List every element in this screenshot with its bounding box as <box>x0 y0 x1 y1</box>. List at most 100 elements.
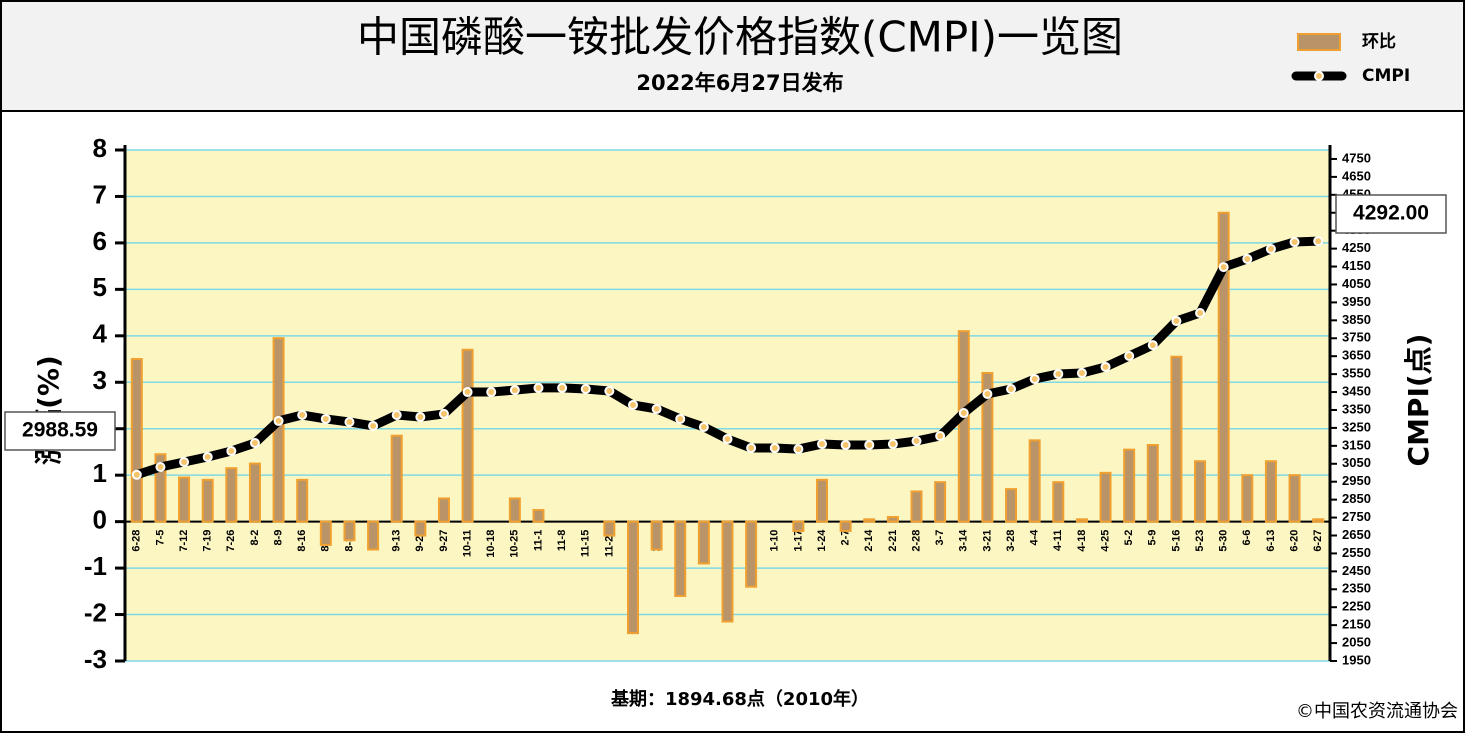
x-tick-label: 11-15 <box>580 530 592 558</box>
bar <box>296 478 309 523</box>
bar <box>1146 443 1159 523</box>
y2-axis-label: CMPI(点) <box>1402 334 1435 467</box>
cmpi-point <box>840 439 851 450</box>
x-tick-label: 3-28 <box>1005 530 1017 552</box>
cmpi-point <box>935 430 946 441</box>
y2-tick-label: 4150 <box>1342 258 1371 273</box>
y-tick-label: 5 <box>93 272 107 302</box>
cmpi-point <box>580 384 591 395</box>
cmpi-point <box>1053 368 1064 379</box>
y-tick-label: -3 <box>84 644 107 674</box>
x-tick-label: 7-19 <box>202 530 214 552</box>
cmpi-point <box>864 439 875 450</box>
x-tick-label: 9-13 <box>391 530 403 552</box>
legend-swatch <box>1297 33 1341 51</box>
y2-tick-label: 3950 <box>1342 294 1371 309</box>
cmpi-point <box>1006 384 1017 395</box>
y2-tick-label: 3450 <box>1342 383 1371 398</box>
bar <box>650 520 663 551</box>
y2-tick-label: 3050 <box>1342 455 1371 470</box>
cmpi-point <box>1195 307 1206 318</box>
y2-tick-label: 2550 <box>1342 545 1371 560</box>
cmpi-point <box>769 442 780 453</box>
y2-tick-label: 3850 <box>1342 312 1371 327</box>
bar <box>674 520 687 597</box>
bar <box>1028 439 1041 523</box>
bar <box>626 520 639 635</box>
bar <box>697 520 710 565</box>
x-tick-label: 6-28 <box>131 530 143 552</box>
cmpi-point <box>722 434 733 445</box>
x-tick-label: 5-9 <box>1147 530 1159 546</box>
cmpi-point <box>368 420 379 431</box>
x-tick-label: 2-7 <box>840 530 852 546</box>
y2-tick-label: 3150 <box>1342 437 1371 452</box>
bar <box>461 348 474 523</box>
cmpi-point <box>249 437 260 448</box>
bar <box>603 520 616 537</box>
bar <box>154 453 167 523</box>
cmpi-point <box>462 387 473 398</box>
cmpi-point <box>320 413 331 424</box>
cmpi-point <box>179 456 190 467</box>
source: ©中国农资流通协会 <box>1296 701 1458 722</box>
y-tick-label: 1 <box>93 458 107 488</box>
bar <box>1241 474 1254 523</box>
cmpi-point <box>155 461 166 472</box>
cmpi-point <box>438 408 449 419</box>
cmpi-point <box>627 399 638 410</box>
x-tick-label: 7-5 <box>154 530 166 546</box>
bar <box>886 515 899 523</box>
bar <box>414 520 427 537</box>
y2-tick-label: 4650 <box>1342 168 1371 183</box>
legend-label: CMPI <box>1362 66 1410 86</box>
x-tick-label: 2-21 <box>887 530 899 552</box>
cmpi-point <box>1147 340 1158 351</box>
bar <box>957 330 970 523</box>
y2-tick-label: 2650 <box>1342 527 1371 542</box>
bar <box>178 476 191 523</box>
x-tick-label: 6-13 <box>1265 530 1277 552</box>
y2-tick-label: 3350 <box>1342 401 1371 416</box>
x-tick-label: 1-24 <box>816 529 828 552</box>
x-tick-label: 5-2 <box>1123 530 1135 546</box>
bar <box>1005 488 1018 523</box>
legend-label: 环比 <box>1362 31 1396 52</box>
x-tick-label: 11-8 <box>556 530 568 551</box>
x-tick-label: 3-21 <box>981 530 993 552</box>
bar <box>910 490 923 523</box>
y-tick-label: 3 <box>93 365 107 395</box>
cmpi-point <box>1124 351 1135 362</box>
bar <box>532 509 545 523</box>
x-tick-label: 10-18 <box>485 530 497 558</box>
y2-tick-label: 2150 <box>1342 617 1371 632</box>
legend-swatch-dot <box>1314 71 1324 81</box>
cmpi-point <box>817 439 828 450</box>
cmpi-point <box>746 442 757 453</box>
bar <box>130 358 143 523</box>
x-tick-label: 6-6 <box>1241 530 1253 546</box>
bar <box>437 497 450 523</box>
bar <box>201 478 214 523</box>
cmpi-point <box>533 382 544 393</box>
x-tick-label: 5-30 <box>1218 530 1230 552</box>
y-tick-label: 7 <box>93 179 107 209</box>
bar <box>343 520 356 542</box>
x-tick-label: 9-27 <box>438 530 450 552</box>
bar <box>839 520 852 532</box>
cmpi-point <box>391 410 402 421</box>
cmpi-point <box>887 439 898 450</box>
header <box>0 0 1465 112</box>
cmpi-point <box>1171 316 1182 327</box>
cmpi-point <box>297 410 308 421</box>
y2-tick-label: 4750 <box>1342 150 1371 165</box>
bar <box>816 478 829 523</box>
bar <box>1264 460 1277 523</box>
y2-tick-label: 4050 <box>1342 276 1371 291</box>
y2-tick-label: 2850 <box>1342 491 1371 506</box>
x-tick-label: 6-27 <box>1312 530 1324 552</box>
x-tick-label: 10-25 <box>509 530 521 558</box>
y2-tick-label: 2750 <box>1342 509 1371 524</box>
x-tick-label: 1-10 <box>769 530 781 552</box>
cmpi-point <box>604 385 615 396</box>
